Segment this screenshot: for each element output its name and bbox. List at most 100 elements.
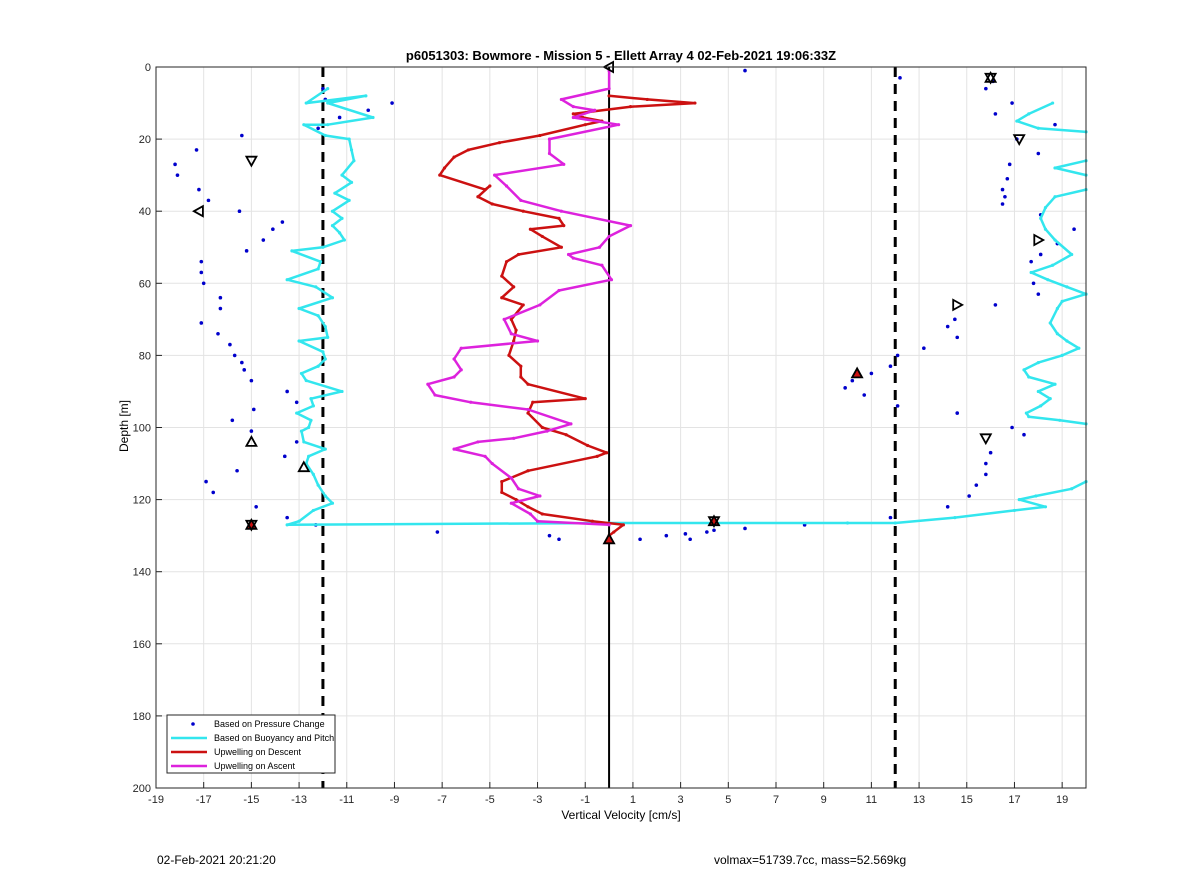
y-tick-label: 180 xyxy=(133,711,151,723)
series-point xyxy=(311,404,315,408)
pressure-data-point xyxy=(888,364,893,369)
pressure-data-point xyxy=(249,429,254,433)
legend-box xyxy=(166,714,336,774)
pressure-data-point xyxy=(953,317,957,322)
pressure-data-point xyxy=(1000,202,1005,206)
series-point xyxy=(316,364,320,368)
pressure-data-point xyxy=(993,112,998,116)
x-tick-label: 9 xyxy=(821,794,827,806)
series-point xyxy=(559,209,563,213)
x-tick-label: -17 xyxy=(196,794,212,806)
pressure-data-point xyxy=(199,270,204,275)
series-point xyxy=(452,155,456,159)
x-tick-label: -1 xyxy=(580,794,590,806)
series-point xyxy=(323,447,327,451)
series-point xyxy=(340,173,344,177)
series-point xyxy=(514,328,518,332)
series-point xyxy=(330,296,335,300)
series-point xyxy=(309,397,313,401)
pressure-data-point xyxy=(294,440,299,444)
series-point xyxy=(600,263,604,267)
series-line xyxy=(1029,188,1087,296)
x-tick-label: 5 xyxy=(725,794,731,806)
pressure-data-point xyxy=(285,389,289,394)
pressure-data-point xyxy=(895,353,900,358)
series-point xyxy=(509,476,513,480)
series-point xyxy=(645,97,649,102)
pressure-data-point xyxy=(1036,151,1041,156)
series-point xyxy=(1053,238,1057,242)
legend-label: Based on Buoyancy and Pitch xyxy=(214,733,334,743)
series-point xyxy=(330,209,335,213)
triangle-marker-down xyxy=(707,516,721,529)
series-point xyxy=(1012,508,1017,513)
triangle-marker-right xyxy=(1033,233,1046,247)
pressure-data-point xyxy=(173,162,177,167)
series-point xyxy=(628,105,633,109)
pressure-data-point xyxy=(218,306,223,311)
pressure-data-point xyxy=(282,454,287,459)
x-tick-label: 17 xyxy=(1008,794,1020,806)
series-point xyxy=(1022,368,1026,372)
series-point xyxy=(500,479,504,484)
pressure-data-point xyxy=(206,198,211,203)
pressure-data-point xyxy=(321,86,325,91)
series-point xyxy=(330,501,335,505)
pressure-data-point xyxy=(244,249,249,253)
series-point xyxy=(1046,278,1050,282)
x-tick-label: -19 xyxy=(148,794,164,806)
series-point xyxy=(538,303,542,307)
pressure-data-point xyxy=(664,533,669,538)
pressure-data-point xyxy=(232,353,237,358)
series-point xyxy=(340,389,344,394)
series-point xyxy=(893,521,897,525)
series-point xyxy=(519,364,523,368)
series-point xyxy=(290,249,294,253)
series-point xyxy=(1043,227,1048,231)
series-point xyxy=(352,159,356,163)
series-point xyxy=(1077,346,1081,350)
triangle-marker-up xyxy=(244,435,258,447)
series-point xyxy=(845,521,850,525)
series-point xyxy=(297,339,301,343)
series-point xyxy=(535,339,540,343)
series-point xyxy=(330,224,335,228)
series-point xyxy=(476,195,480,199)
series-point xyxy=(559,245,563,249)
pressure-data-point xyxy=(280,220,285,224)
series-line xyxy=(1022,292,1087,426)
pressure-data-point xyxy=(1031,281,1036,286)
series-point xyxy=(571,112,575,116)
series-point xyxy=(1065,285,1069,289)
triangle-marker-right xyxy=(952,298,965,312)
series-point xyxy=(540,234,544,239)
series-point xyxy=(512,339,516,343)
pressure-data-point xyxy=(743,68,747,73)
series-based-on-buoyancy-and-pitch xyxy=(285,87,1088,527)
series-point xyxy=(607,87,611,91)
pressure-data-point xyxy=(235,468,239,473)
series-point xyxy=(483,454,487,458)
pressure-data-point xyxy=(1036,292,1041,296)
pressure-data-point xyxy=(251,407,256,412)
series-point xyxy=(371,115,375,120)
series-point xyxy=(304,379,308,383)
pressure-data-point xyxy=(557,537,561,542)
series-point xyxy=(526,411,530,415)
series-point xyxy=(326,87,330,91)
series-point xyxy=(571,256,575,260)
legend-label: Upwelling on Ascent xyxy=(214,761,296,771)
series-point xyxy=(493,173,497,177)
series-point xyxy=(483,187,487,192)
legend-dot xyxy=(191,722,195,726)
series-upwelling-on-descent xyxy=(438,94,697,538)
series-point xyxy=(442,166,447,170)
series-point xyxy=(593,108,597,112)
series-point xyxy=(1053,166,1057,170)
x-tick-label: -9 xyxy=(390,794,400,806)
pressure-data-point xyxy=(366,108,371,113)
series-point xyxy=(521,209,525,213)
x-tick-label: 11 xyxy=(866,794,877,806)
y-tick-label: 20 xyxy=(139,134,151,146)
